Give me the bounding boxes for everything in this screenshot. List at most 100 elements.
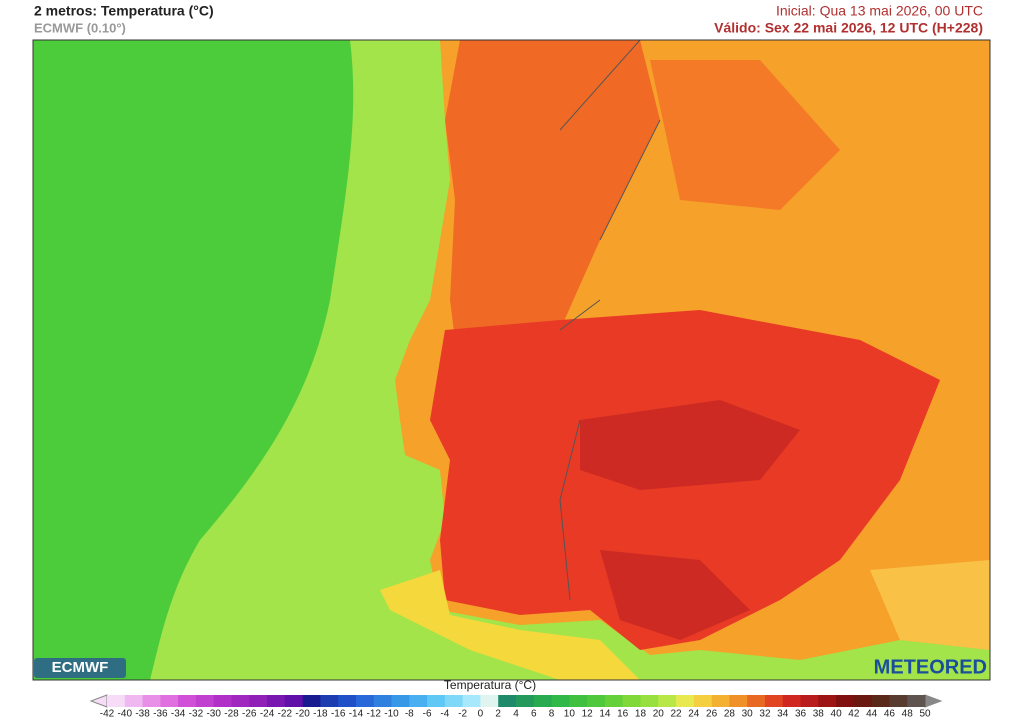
colorbar-tick-label: 48 — [902, 709, 914, 720]
colorbar-tick-label: 30 — [742, 709, 754, 720]
hot-core-south — [600, 550, 750, 640]
borders — [559, 40, 661, 601]
colorbar-segment — [853, 695, 873, 707]
colorbar-tick-label: 0 — [478, 709, 484, 720]
colorbar-segment — [764, 695, 784, 707]
colorbar-segment — [533, 695, 553, 707]
colorbar-arrow-left — [89, 694, 108, 708]
colorbar-tick-label: 16 — [617, 709, 629, 720]
colorbar-tick-label: 14 — [599, 709, 611, 720]
colorbar-segment — [444, 695, 464, 707]
colorbar-segment — [338, 695, 357, 707]
colorbar-segment — [551, 695, 570, 707]
colorbar-segment — [178, 695, 197, 707]
colorbar-segment — [107, 695, 126, 707]
colorbar-arrow-right — [924, 694, 943, 708]
colorbar-segment — [302, 695, 321, 707]
east-mild — [870, 560, 990, 650]
colorbar-segment — [480, 695, 499, 707]
colorbar-tick-label: -26 — [242, 709, 257, 720]
colorbar-segment — [569, 695, 588, 707]
colorbar-segment — [889, 695, 908, 707]
colorbar-tick-label: -12 — [367, 709, 382, 720]
colorbar-tick-label: 6 — [531, 709, 537, 720]
colorbar-segment — [622, 695, 641, 707]
colorbar-tick-label: -30 — [206, 709, 221, 720]
initial-time: Inicial: Qua 13 mai 2026, 00 UTC — [776, 3, 983, 19]
colorbar-segment — [284, 695, 304, 707]
colorbar-segment — [676, 695, 695, 707]
logo-box — [34, 658, 126, 678]
colorbar-tick-label: 36 — [795, 709, 807, 720]
colorbar-label: Temperatura (°C) — [444, 678, 536, 692]
colorbar-segment — [355, 695, 375, 707]
colorbar-segment — [711, 695, 730, 707]
colorbar-tick-label: 10 — [564, 709, 576, 720]
colorbar-tick-label: 46 — [884, 709, 896, 720]
colorbar-tick-label: -36 — [153, 709, 168, 720]
colorbar-segment — [587, 695, 606, 707]
colorbar-segment — [871, 695, 890, 707]
colorbar-segment — [836, 695, 855, 707]
colorbar-tick-label: -32 — [189, 709, 204, 720]
colorbar-tick-label: 50 — [919, 709, 931, 720]
northeast-warm — [650, 60, 840, 210]
colorbar-segment — [658, 695, 677, 707]
colorbar-segment — [213, 695, 232, 707]
colorbar-tick-label: 38 — [813, 709, 825, 720]
model: ECMWF (0.10°) — [34, 20, 126, 35]
colorbar-tick-label: -14 — [349, 709, 364, 720]
colorbar-segment — [124, 695, 144, 707]
colorbar-tick-label: 18 — [635, 709, 647, 720]
colorbar-tick-label: -34 — [171, 709, 186, 720]
colorbar-tick-label: -22 — [278, 709, 293, 720]
colorbar-tick-label: 32 — [759, 709, 771, 720]
colorbar-tick-label: -16 — [331, 709, 346, 720]
colorbar-tick-label: -38 — [135, 709, 150, 720]
logo-meteored: METEORED — [874, 656, 987, 678]
colorbar-tick-label: -4 — [440, 709, 449, 720]
colorbar-tick-label: 12 — [582, 709, 594, 720]
map: ECMWF METEORED — [32, 39, 991, 681]
colorbar-segment — [160, 695, 179, 707]
title: 2 metros: Temperatura (°C) — [34, 3, 214, 19]
colorbar-tick-label: -24 — [260, 709, 275, 720]
colorbar-tick-label: 2 — [495, 709, 501, 720]
colorbar-segment — [320, 695, 339, 707]
colorbar-tick-label: 4 — [513, 709, 519, 720]
colorbar-tick-label: -18 — [313, 709, 328, 720]
colorbar-tick-label: -6 — [423, 709, 432, 720]
colorbar-tick-label: -2 — [458, 709, 467, 720]
colorbar-segment — [267, 695, 286, 707]
colorbar-segment — [409, 695, 428, 707]
colorbar-segment — [818, 695, 837, 707]
colorbar-segment — [391, 695, 410, 707]
colorbar-tick-label: -8 — [405, 709, 414, 720]
colorbar-segment — [747, 695, 766, 707]
colorbar-tick-label: 26 — [706, 709, 718, 720]
colorbar-tick-label: 44 — [866, 709, 878, 720]
colorbar-segment — [462, 695, 481, 707]
colorbar-segment — [693, 695, 713, 707]
colorbar-segment — [427, 695, 446, 707]
colorbar-segment — [142, 695, 161, 707]
colorbar-tick-label: 42 — [848, 709, 860, 720]
colorbar-tick-label: 40 — [831, 709, 843, 720]
colorbar-tick-label: 8 — [549, 709, 555, 720]
colorbar-tick-label: 22 — [670, 709, 682, 720]
colorbar-tick-label: -42 — [100, 709, 115, 720]
colorbar-segment — [195, 695, 215, 707]
colorbar-segment — [782, 695, 802, 707]
colorbar-segment — [373, 695, 393, 707]
colorbar-tick-label: -40 — [118, 709, 133, 720]
colorbar-tick-label: 34 — [777, 709, 789, 720]
colorbar: Temperatura (°C) -42 -40 -38 -36 -34 -32 -30 -2… — [89, 678, 943, 720]
map-frame — [32, 39, 991, 681]
colorbar-segment — [231, 695, 250, 707]
colorbar-segment — [604, 695, 624, 707]
colorbar-segment — [498, 695, 517, 707]
colorbar-segment — [800, 695, 819, 707]
colorbar-segment — [249, 695, 268, 707]
colorbar-tick-label: 20 — [653, 709, 665, 720]
